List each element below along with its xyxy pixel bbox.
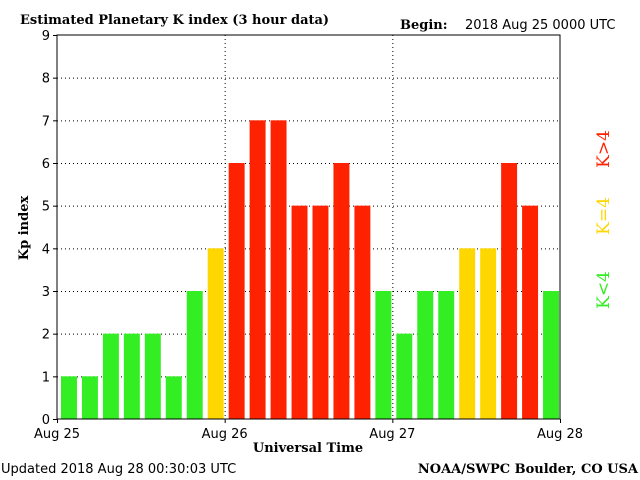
kp-bar <box>354 205 371 419</box>
x-axis-ticks: Aug 25 Aug 26 Aug 27 Aug 28 <box>34 419 583 442</box>
updated-text: Updated 2018 Aug 28 00:30:03 UTC <box>1 462 236 477</box>
x-tick-label: Aug 25 <box>34 427 80 442</box>
begin-label: Begin: <box>400 18 448 33</box>
legend-high: K>4 <box>594 130 614 168</box>
kp-bar <box>543 291 559 419</box>
y-tick-label: 8 <box>42 72 50 87</box>
y-tick-label: 2 <box>42 328 50 343</box>
x-axis-label: Universal Time <box>253 441 363 456</box>
kp-bar <box>375 291 392 419</box>
kp-bar <box>249 120 266 419</box>
kp-bar <box>459 248 476 419</box>
y-axis-ticks: 0 1 2 3 4 5 6 7 8 9 <box>42 29 57 428</box>
kp-bar <box>396 333 413 419</box>
kp-bar <box>291 205 308 419</box>
kp-bar <box>228 163 245 419</box>
kp-bar <box>333 163 350 419</box>
legend-low: K<4 <box>594 271 614 309</box>
kp-bar <box>480 248 497 419</box>
y-tick-label: 4 <box>42 242 50 257</box>
kp-bar <box>102 333 119 419</box>
plot-frame <box>56 34 561 420</box>
x-tick-label: Aug 26 <box>202 427 248 442</box>
kp-bar <box>501 163 518 419</box>
kp-bar <box>165 376 182 419</box>
y-tick-label: 5 <box>42 200 50 215</box>
x-tick-label: Aug 27 <box>369 427 415 442</box>
legend-mid: K=4 <box>594 197 614 235</box>
kp-bar <box>186 291 203 419</box>
x-tick-label: Aug 28 <box>537 427 583 442</box>
y-tick-label: 1 <box>42 370 50 385</box>
source-text: NOAA/SWPC Boulder, CO USA <box>418 462 639 477</box>
kp-bar <box>144 333 161 419</box>
kp-bar <box>522 205 539 419</box>
kp-bar <box>81 376 98 419</box>
kp-bar <box>270 120 287 419</box>
begin-value: 2018 Aug 25 0000 UTC <box>465 18 615 33</box>
kp-bar <box>207 248 224 419</box>
y-tick-label: 3 <box>42 285 50 300</box>
y-axis-label: Kp index <box>17 196 32 261</box>
bars <box>61 120 559 419</box>
y-tick-label: 0 <box>42 413 50 428</box>
kp-bar <box>312 205 329 419</box>
kp-bar <box>61 376 77 419</box>
kp-bar <box>438 291 455 419</box>
y-tick-label: 7 <box>42 114 50 129</box>
kp-bar <box>123 333 140 419</box>
y-tick-label: 9 <box>42 29 50 44</box>
grid-lines <box>57 35 560 419</box>
kp-bar <box>417 291 434 419</box>
chart-title: Estimated Planetary K index (3 hour data… <box>20 13 329 28</box>
y-tick-label: 6 <box>42 157 50 172</box>
